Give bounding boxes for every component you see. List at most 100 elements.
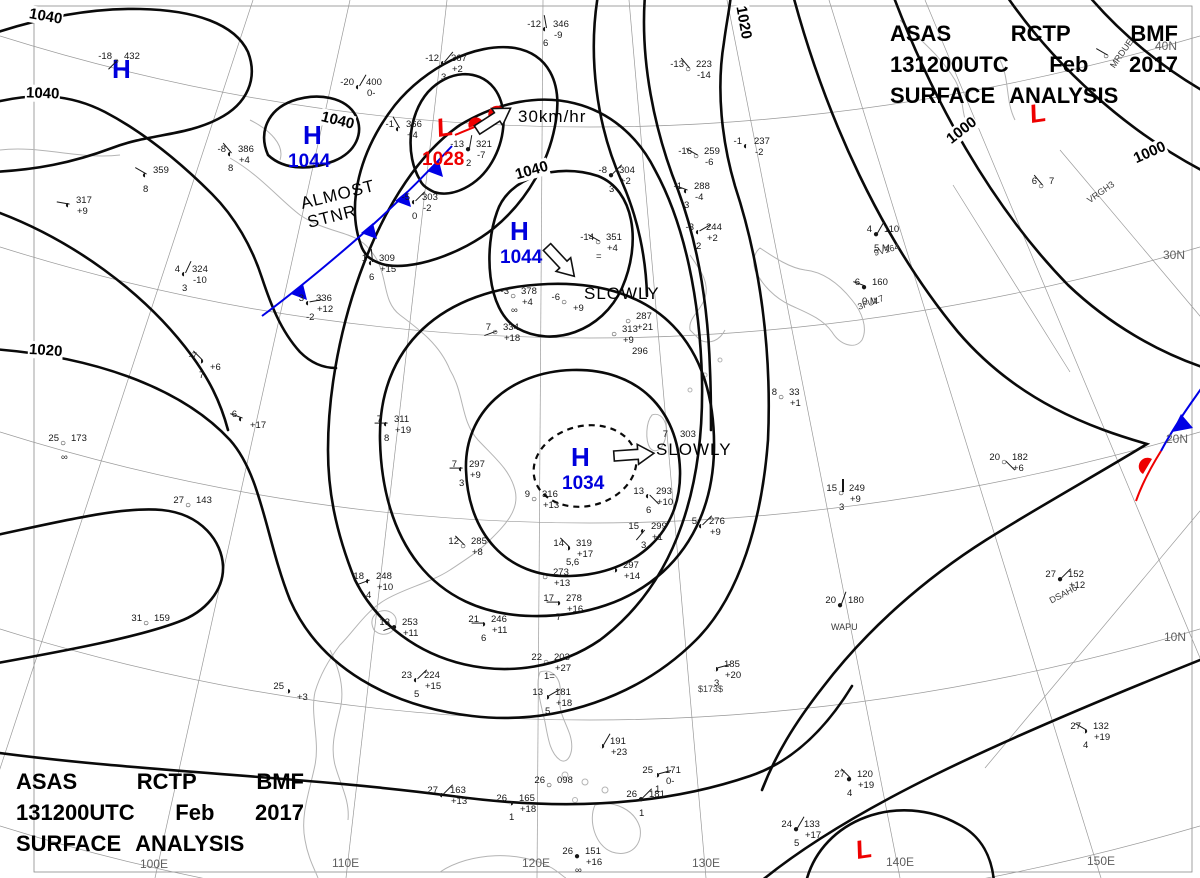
- isobar-label: 1000: [942, 112, 981, 149]
- station-sym: ○: [143, 618, 150, 629]
- isobar-label: 1040: [318, 107, 357, 134]
- station-sym: ○: [492, 327, 499, 338]
- station-c: +17: [577, 549, 594, 560]
- station-sym: ◐: [698, 521, 705, 532]
- station-a: 3: [641, 540, 647, 551]
- station-sym: ◐: [65, 200, 72, 211]
- station-a: 3: [459, 478, 465, 489]
- low-center-symbol: L: [436, 110, 454, 144]
- station-sym: ◑: [1082, 726, 1089, 737]
- title-word: ANALYSIS: [1009, 83, 1119, 108]
- station-p: 324: [192, 264, 208, 275]
- isobar-label: 1040: [512, 157, 552, 184]
- station-p: 185: [724, 659, 740, 670]
- station-a: -2: [306, 312, 315, 323]
- station-a: 1: [639, 808, 645, 819]
- coastlines: [0, 19, 1016, 878]
- station-a: 3: [684, 200, 690, 211]
- wind-barb: [472, 622, 485, 624]
- station-a: 4: [847, 788, 853, 799]
- station-sym: ○: [778, 392, 785, 403]
- station-c: +21: [637, 322, 654, 333]
- station-t: 22: [531, 652, 542, 663]
- station-t: 26: [562, 846, 573, 857]
- station-p: 248: [376, 571, 392, 582]
- station-a: 4: [1083, 740, 1089, 751]
- station-p: 367: [451, 53, 467, 64]
- station-t: 18: [353, 571, 364, 582]
- title-word: RCTP: [1010, 21, 1071, 46]
- station-t: 20: [825, 595, 836, 606]
- station-t: 26: [626, 789, 637, 800]
- station-sym: ◐: [142, 170, 149, 181]
- longitude-label: 120E: [522, 856, 551, 870]
- station-c: +3: [297, 692, 308, 703]
- station-sym: ○: [546, 780, 553, 791]
- ship-callsign: VRGH3: [1085, 179, 1117, 206]
- high-center-symbol: H: [112, 54, 131, 84]
- movement-arrow-se: [542, 242, 576, 278]
- station-t: 1: [361, 253, 367, 264]
- station-p: 165: [519, 793, 535, 804]
- station-p: 143: [196, 495, 212, 506]
- station-p: 287: [636, 311, 652, 322]
- station-t: -7: [188, 351, 197, 362]
- station-t: 9: [524, 489, 530, 500]
- ship-callsign: $173$: [698, 684, 724, 694]
- station-p: 400: [366, 77, 382, 88]
- station-sym: ◐: [365, 576, 372, 587]
- chart-title-top-right: ASAS RCTP BMF 131200UTC Feb 2017 SURFACE ANALYS…: [890, 18, 1178, 111]
- front-motion-label: SLOWLY: [584, 284, 660, 303]
- movement-arrow-ne: [473, 107, 512, 136]
- station-c: -14: [697, 70, 711, 81]
- title-word: SURFACE: [890, 83, 996, 108]
- station-p: 120: [857, 769, 873, 780]
- wind-barb: [375, 422, 388, 424]
- station-c: +19: [858, 780, 875, 791]
- station-sym: ●: [391, 622, 398, 633]
- station-c: +16: [586, 857, 603, 868]
- station-sym: ●: [574, 851, 581, 862]
- station-p: 163: [450, 785, 466, 796]
- station-t: 27: [834, 769, 845, 780]
- station-p: 319: [576, 538, 592, 549]
- station-c: +6: [1013, 463, 1024, 474]
- station-c: +4: [522, 297, 533, 308]
- station-sym: ◐: [181, 269, 188, 280]
- station-t: 6: [1031, 176, 1037, 187]
- station-t: 15: [826, 483, 837, 494]
- center-pressure-value: 1028: [422, 149, 465, 170]
- station-p: 246: [491, 614, 507, 625]
- title-word: 131200UTC: [16, 800, 135, 825]
- wind-barb: [469, 135, 473, 149]
- station-c: +1: [790, 398, 801, 409]
- station-p: 288: [694, 181, 710, 192]
- latitude-label: 40N: [1155, 39, 1178, 53]
- station-p: 203: [554, 652, 570, 663]
- center-pressure-value: 1044: [500, 247, 543, 268]
- station-t: 25: [48, 433, 59, 444]
- station-c: +20: [725, 670, 742, 681]
- station-p: 224: [424, 670, 440, 681]
- station-t: 27: [1070, 721, 1081, 732]
- station-p: 297: [623, 560, 639, 571]
- station-c: -10: [193, 275, 207, 286]
- station-t: -1: [733, 136, 742, 147]
- station-sym: ○: [685, 64, 692, 75]
- station-sym: ○: [595, 237, 602, 248]
- station-c: +16: [567, 604, 584, 615]
- station-t: 13: [532, 687, 543, 698]
- station-p: 273: [553, 567, 569, 578]
- station-c: +13: [543, 500, 560, 511]
- station-p: 173: [71, 433, 87, 444]
- station-c: +23: [611, 747, 628, 758]
- station-t: 27: [1045, 569, 1056, 580]
- station-sym: ○: [185, 500, 192, 511]
- station-p: 151: [585, 846, 601, 857]
- ship-callsign: 3FUL7: [856, 293, 886, 312]
- station-p: 33: [789, 387, 800, 398]
- longitude-label: 130E: [692, 856, 721, 870]
- station-p: 313: [622, 324, 638, 335]
